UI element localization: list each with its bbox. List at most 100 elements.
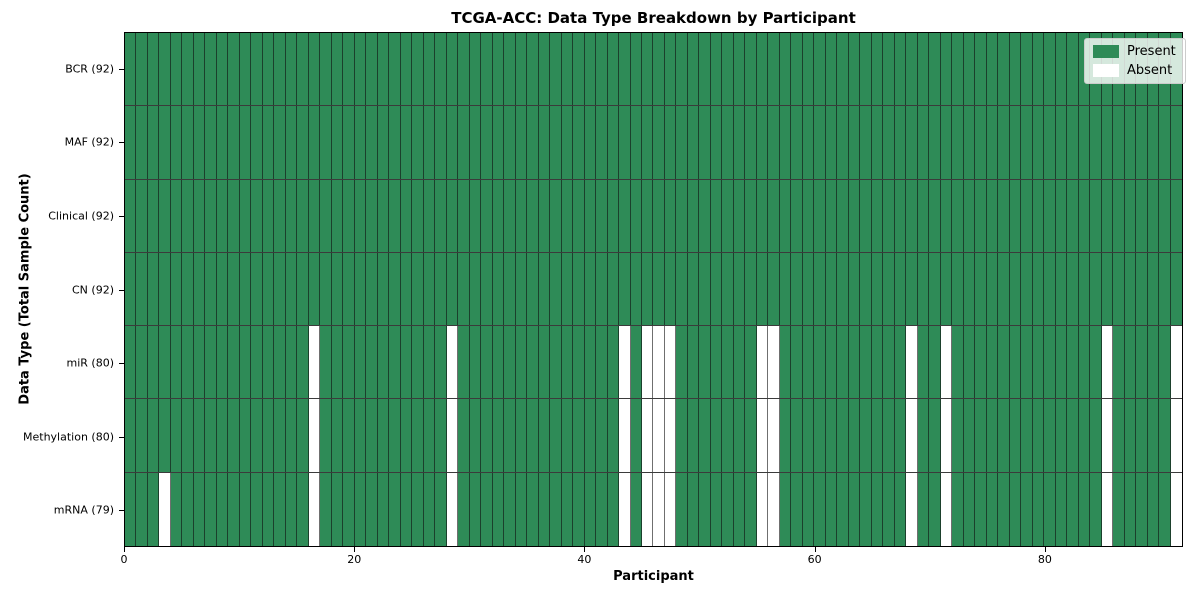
matrix-cell	[1147, 326, 1160, 399]
matrix-cell	[837, 106, 849, 179]
matrix-cell	[331, 326, 344, 399]
matrix-cell	[435, 326, 447, 399]
matrix-cell	[504, 106, 516, 179]
matrix-cell	[710, 326, 723, 399]
matrix-cell	[722, 252, 734, 326]
present-swatch-icon	[1093, 45, 1119, 58]
matrix-cell	[469, 472, 482, 546]
y-tick-label: BCR (92)	[65, 62, 114, 76]
matrix-cell	[354, 179, 367, 252]
matrix-row	[125, 33, 1182, 107]
matrix-cell	[159, 106, 171, 179]
matrix-cell	[687, 106, 700, 179]
matrix-cell	[193, 399, 206, 472]
matrix-cell	[699, 472, 711, 546]
matrix-cell	[733, 399, 746, 472]
matrix-cell	[664, 399, 677, 472]
matrix-cell	[573, 106, 585, 179]
matrix-cell	[664, 33, 677, 106]
matrix-cell	[366, 326, 378, 399]
matrix-cell	[653, 106, 665, 179]
matrix-cell	[170, 106, 183, 179]
x-tick-label: 0	[120, 553, 128, 566]
matrix-cell	[343, 326, 355, 399]
matrix-cell	[779, 33, 792, 106]
matrix-cell	[963, 179, 976, 252]
matrix-cell	[894, 106, 907, 179]
matrix-cell	[262, 399, 275, 472]
matrix-cell	[216, 33, 229, 106]
matrix-cell	[768, 399, 780, 472]
matrix-cell	[125, 179, 137, 252]
matrix-cell	[354, 472, 367, 546]
matrix-cell	[1044, 252, 1056, 326]
plot-area	[124, 32, 1183, 547]
matrix-cell	[573, 179, 585, 252]
matrix-cell	[1159, 326, 1171, 399]
matrix-cell	[251, 326, 263, 399]
matrix-cell	[619, 472, 631, 546]
matrix-cell	[1021, 179, 1033, 252]
matrix-cell	[894, 326, 907, 399]
matrix-cell	[687, 33, 700, 106]
matrix-cell	[975, 326, 987, 399]
matrix-cell	[1170, 252, 1182, 326]
matrix-cell	[848, 472, 861, 546]
matrix-cell	[825, 106, 838, 179]
matrix-cell	[550, 33, 562, 106]
matrix-cell	[894, 252, 907, 326]
matrix-cell	[412, 472, 424, 546]
matrix-cell	[1067, 326, 1079, 399]
matrix-cell	[285, 106, 298, 179]
matrix-cell	[791, 33, 803, 106]
matrix-cell	[929, 106, 941, 179]
matrix-cell	[1009, 472, 1022, 546]
matrix-cell	[377, 472, 390, 546]
matrix-cell	[860, 326, 872, 399]
matrix-cell	[193, 326, 206, 399]
matrix-cell	[469, 179, 482, 252]
matrix-cell	[343, 399, 355, 472]
matrix-cell	[458, 472, 470, 546]
matrix-cell	[515, 33, 528, 106]
matrix-cell	[825, 399, 838, 472]
matrix-cell	[630, 33, 642, 106]
matrix-cell	[193, 179, 206, 252]
matrix-cell	[642, 399, 654, 472]
matrix-cell	[308, 326, 321, 399]
matrix-cell	[147, 472, 160, 546]
matrix-cell	[642, 179, 654, 252]
matrix-cell	[228, 399, 240, 472]
matrix-cell	[699, 33, 711, 106]
matrix-cell	[228, 106, 240, 179]
matrix-cell	[1124, 252, 1137, 326]
matrix-cell	[308, 179, 321, 252]
matrix-cell	[963, 252, 976, 326]
matrix-cell	[492, 399, 505, 472]
matrix-cell	[527, 106, 539, 179]
matrix-cell	[791, 326, 803, 399]
matrix-cell	[745, 33, 757, 106]
matrix-cell	[469, 33, 482, 106]
matrix-cell	[320, 399, 332, 472]
matrix-cell	[940, 179, 953, 252]
matrix-cell	[952, 33, 964, 106]
matrix-cell	[366, 399, 378, 472]
matrix-cell	[722, 106, 734, 179]
matrix-cell	[619, 399, 631, 472]
matrix-cell	[802, 472, 815, 546]
matrix-cell	[653, 472, 665, 546]
matrix-cell	[1147, 472, 1160, 546]
matrix-cell	[1090, 252, 1102, 326]
matrix-cell	[1113, 252, 1125, 326]
matrix-cell	[664, 252, 677, 326]
matrix-cell	[481, 472, 493, 546]
matrix-cell	[1078, 106, 1091, 179]
matrix-cell	[458, 326, 470, 399]
matrix-cell	[756, 179, 769, 252]
matrix-cell	[308, 399, 321, 472]
matrix-cell	[458, 106, 470, 179]
matrix-cell	[446, 252, 459, 326]
matrix-cell	[527, 472, 539, 546]
matrix-cell	[883, 326, 895, 399]
